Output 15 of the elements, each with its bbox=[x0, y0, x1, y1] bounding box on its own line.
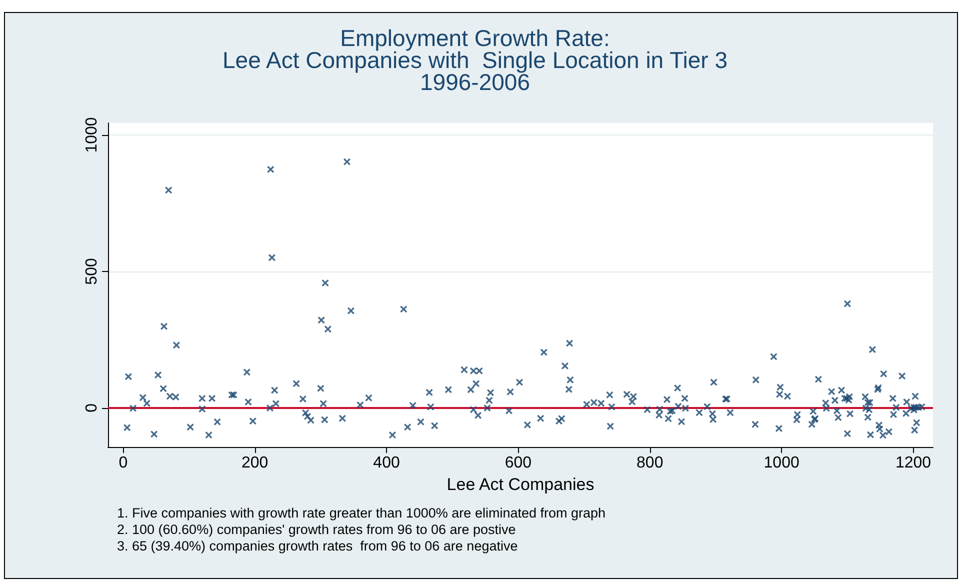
y-tick-label: 0 bbox=[84, 403, 100, 412]
x-tick-label: 800 bbox=[636, 454, 664, 472]
text: 2. 100 (60.60%) companies' growth rates from 96 to 06 are postive bbox=[117, 522, 516, 537]
x-tick-label: 1000 bbox=[764, 454, 800, 472]
x-tick-label: 400 bbox=[373, 454, 400, 472]
y-tick-label: 1000 bbox=[84, 117, 100, 153]
x-tick-label: 0 bbox=[118, 454, 128, 472]
x-tick-label: 1200 bbox=[895, 454, 932, 472]
text: 1. Five companies with growth rate greater than 1000% are eliminated from graph bbox=[117, 506, 606, 520]
y-tick-label: 500 bbox=[84, 258, 100, 285]
x-tick-label: 200 bbox=[241, 454, 268, 472]
x-axis-title: Lee Act Companies bbox=[446, 474, 594, 494]
text: 3. 65 (39.40%) companies growth rates from 96 to 06 are negative bbox=[117, 538, 518, 554]
chart-title: Employment Growth Rate: Lee Act Companies with Single Location in Tier 3 1996-2006 bbox=[222, 25, 728, 95]
x-tick-label: 600 bbox=[504, 454, 532, 472]
